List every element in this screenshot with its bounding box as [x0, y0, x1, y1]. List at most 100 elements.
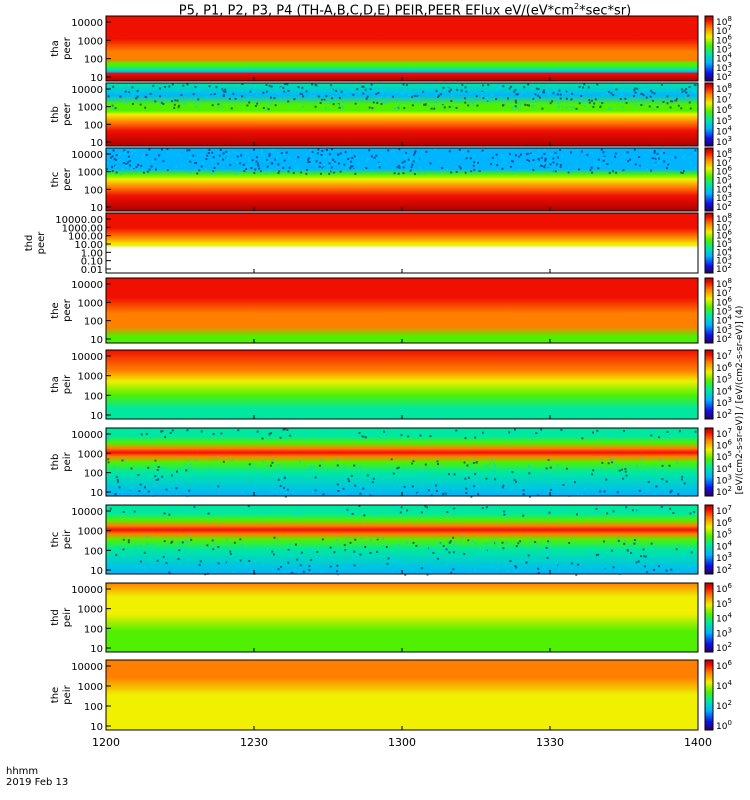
noise-dot	[458, 98, 461, 101]
noise-dot	[514, 430, 517, 433]
noise-dot	[189, 172, 192, 175]
noise-dot	[656, 157, 659, 160]
noise-dot	[275, 158, 278, 161]
noise-dot	[432, 83, 435, 86]
y-axis-probe-label: thc	[50, 172, 61, 188]
y-axis-instrument-label: peir	[62, 529, 73, 549]
noise-dot	[520, 90, 523, 93]
noise-dot	[633, 89, 636, 92]
noise-dot	[597, 158, 600, 161]
noise-dot	[186, 540, 189, 543]
noise-dot	[452, 171, 455, 174]
noise-dot	[107, 95, 110, 98]
noise-dot	[122, 459, 125, 462]
noise-dot	[639, 555, 642, 558]
noise-dot	[617, 539, 620, 542]
noise-dot	[633, 542, 636, 545]
noise-dot	[372, 101, 375, 104]
noise-dot	[440, 167, 443, 170]
noise-dot	[376, 164, 379, 167]
noise-dot	[476, 493, 479, 496]
noise-dot	[199, 87, 202, 90]
noise-dot	[260, 149, 263, 152]
noise-dot	[299, 92, 302, 95]
noise-dot	[233, 554, 236, 557]
noise-dot	[506, 569, 509, 572]
noise-dot	[695, 84, 698, 87]
noise-dot	[416, 98, 419, 101]
noise-dot	[338, 97, 341, 100]
noise-dot	[353, 564, 356, 567]
noise-dot	[454, 555, 457, 558]
noise-dot	[256, 102, 259, 105]
noise-dot	[565, 106, 568, 109]
noise-dot	[154, 168, 157, 171]
noise-dot	[192, 154, 195, 157]
noise-dot	[565, 97, 568, 100]
noise-dot	[603, 490, 606, 493]
noise-dot	[496, 164, 499, 167]
noise-dot	[342, 100, 345, 103]
noise-dot	[509, 488, 512, 491]
noise-dot	[661, 464, 664, 467]
noise-dot	[635, 483, 638, 486]
noise-dot	[397, 172, 400, 175]
noise-dot	[122, 538, 125, 541]
noise-dot	[489, 151, 492, 154]
noise-dot	[443, 106, 446, 109]
noise-dot	[321, 538, 324, 541]
noise-dot	[400, 163, 403, 166]
noise-dot	[503, 510, 506, 513]
noise-dot	[199, 560, 202, 563]
noise-dot	[354, 102, 357, 105]
noise-dot	[637, 560, 640, 563]
x-tick-label: 1300	[388, 736, 416, 749]
noise-dot	[540, 170, 543, 173]
noise-dot	[349, 153, 352, 156]
noise-dot	[633, 87, 636, 90]
noise-dot	[416, 95, 419, 98]
noise-dot	[516, 93, 519, 96]
noise-dot	[169, 431, 172, 434]
noise-dot	[351, 157, 354, 160]
spectrogram-thd-peer	[106, 213, 698, 273]
noise-dot	[222, 95, 225, 98]
noise-dot	[424, 172, 427, 175]
noise-dot	[161, 96, 164, 99]
noise-dot	[373, 170, 376, 173]
colorbar-thb-peer	[704, 82, 714, 147]
noise-dot	[235, 160, 238, 163]
noise-dot	[510, 85, 513, 88]
noise-dot	[351, 165, 354, 168]
noise-dot	[333, 162, 336, 165]
noise-dot	[167, 90, 170, 93]
noise-dot	[571, 566, 574, 569]
noise-dot	[659, 160, 662, 163]
noise-dot	[230, 475, 233, 478]
y-axis-instrument-label: peer	[62, 298, 73, 322]
noise-dot	[672, 511, 675, 514]
noise-dot	[364, 436, 367, 439]
noise-dot	[635, 148, 638, 151]
noise-dot	[350, 512, 353, 515]
noise-dot	[455, 170, 458, 173]
noise-dot	[670, 100, 673, 103]
noise-dot	[448, 85, 451, 88]
noise-dot	[475, 162, 478, 165]
noise-dot	[475, 95, 478, 98]
noise-dot	[143, 551, 146, 554]
noise-dot	[551, 100, 554, 103]
noise-dot	[426, 573, 429, 576]
noise-dot	[484, 464, 487, 467]
noise-dot	[650, 542, 653, 545]
noise-dot	[390, 458, 393, 461]
noise-dot	[217, 103, 220, 106]
noise-dot	[484, 96, 487, 99]
noise-dot	[299, 564, 302, 567]
noise-dot	[493, 470, 496, 473]
noise-dot	[284, 428, 287, 431]
noise-dot	[118, 486, 121, 489]
noise-dot	[260, 151, 263, 154]
noise-dot	[318, 165, 321, 168]
noise-dot	[329, 99, 332, 102]
